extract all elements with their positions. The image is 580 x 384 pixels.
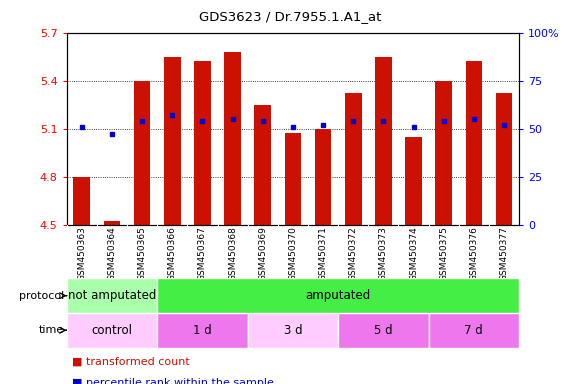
Text: GDS3623 / Dr.7955.1.A1_at: GDS3623 / Dr.7955.1.A1_at bbox=[199, 10, 381, 23]
Bar bbox=[224, 52, 241, 225]
Bar bbox=[466, 61, 482, 225]
Bar bbox=[338, 313, 429, 348]
Bar bbox=[74, 177, 90, 225]
Text: GSM450369: GSM450369 bbox=[258, 226, 267, 281]
Text: not amputated: not amputated bbox=[68, 289, 156, 302]
Bar bbox=[285, 133, 301, 225]
Text: GSM450366: GSM450366 bbox=[168, 226, 177, 281]
Bar bbox=[375, 56, 392, 225]
Text: GSM450372: GSM450372 bbox=[349, 226, 358, 281]
Bar bbox=[67, 278, 157, 313]
Text: protocol: protocol bbox=[19, 291, 64, 301]
Text: GSM450374: GSM450374 bbox=[409, 226, 418, 281]
Bar bbox=[255, 104, 271, 225]
Text: 5 d: 5 d bbox=[374, 324, 393, 337]
Bar bbox=[405, 137, 422, 225]
Text: 1 d: 1 d bbox=[193, 324, 212, 337]
Bar bbox=[67, 313, 157, 348]
Text: GSM450376: GSM450376 bbox=[469, 226, 478, 281]
Bar bbox=[157, 313, 248, 348]
Bar bbox=[496, 93, 512, 225]
Bar bbox=[248, 313, 338, 348]
Text: GSM450364: GSM450364 bbox=[107, 226, 117, 281]
Text: time: time bbox=[38, 325, 64, 335]
Bar bbox=[429, 313, 519, 348]
Text: amputated: amputated bbox=[306, 289, 371, 302]
Bar bbox=[157, 278, 519, 313]
Text: 3 d: 3 d bbox=[284, 324, 302, 337]
Bar bbox=[194, 61, 211, 225]
Text: GSM450367: GSM450367 bbox=[198, 226, 207, 281]
Text: GSM450375: GSM450375 bbox=[439, 226, 448, 281]
Bar bbox=[315, 129, 331, 225]
Bar bbox=[345, 93, 361, 225]
Text: GSM450368: GSM450368 bbox=[228, 226, 237, 281]
Text: GSM450370: GSM450370 bbox=[288, 226, 298, 281]
Text: GSM450365: GSM450365 bbox=[137, 226, 147, 281]
Text: GSM450363: GSM450363 bbox=[77, 226, 86, 281]
Bar bbox=[134, 81, 150, 225]
Text: 7 d: 7 d bbox=[465, 324, 483, 337]
Bar bbox=[436, 81, 452, 225]
Text: ■ percentile rank within the sample: ■ percentile rank within the sample bbox=[72, 378, 274, 384]
Text: GSM450371: GSM450371 bbox=[318, 226, 328, 281]
Text: GSM450373: GSM450373 bbox=[379, 226, 388, 281]
Text: GSM450377: GSM450377 bbox=[499, 226, 509, 281]
Bar bbox=[104, 222, 120, 225]
Text: ■ transformed count: ■ transformed count bbox=[72, 357, 190, 367]
Bar bbox=[164, 56, 180, 225]
Text: control: control bbox=[92, 324, 132, 337]
